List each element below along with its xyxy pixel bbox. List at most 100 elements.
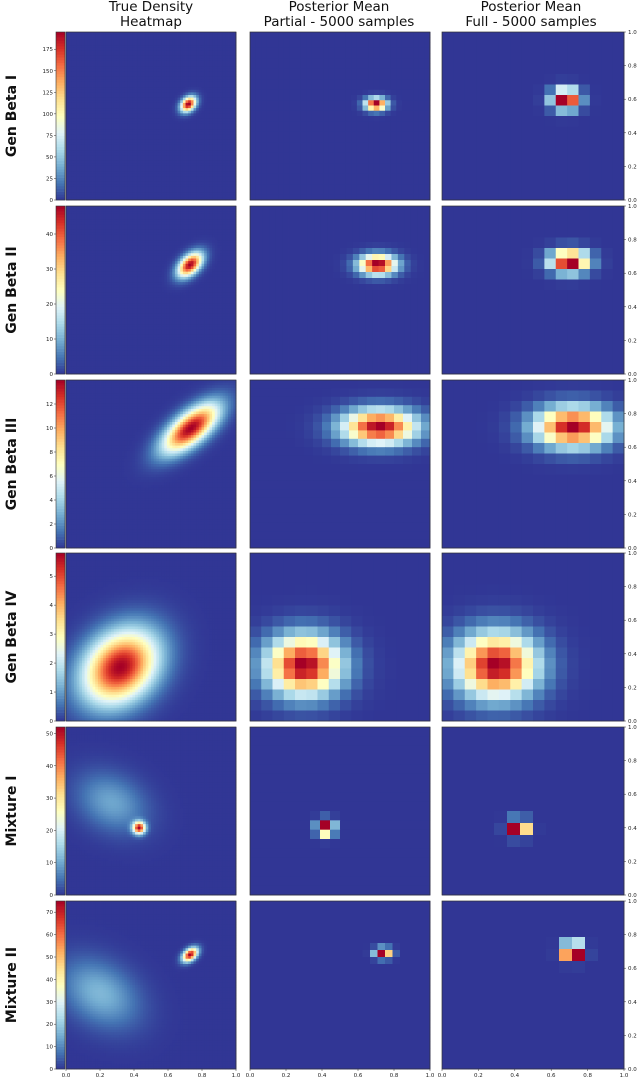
heatmap-cell	[278, 53, 285, 59]
heatmap-cell	[206, 84, 210, 88]
heatmap-cell	[164, 37, 168, 41]
heatmap-cell	[182, 97, 186, 101]
heatmap-cell	[68, 100, 72, 104]
heatmap-cell	[418, 32, 425, 38]
heatmap-cell	[89, 186, 93, 190]
heatmap-cell	[151, 186, 155, 190]
heatmap-cell	[119, 150, 123, 154]
heatmap-cell	[119, 144, 123, 148]
heatmap-cell	[113, 152, 117, 156]
heatmap-cell	[266, 110, 273, 117]
heatmap-cell	[68, 79, 72, 83]
heatmap-cell	[228, 179, 232, 183]
heatmap-cell	[220, 42, 224, 46]
heatmap-cell	[158, 186, 163, 190]
heatmap-cell	[413, 53, 420, 59]
heatmap-cell	[198, 150, 202, 154]
heatmap-cell	[214, 152, 218, 156]
heatmap-cell	[204, 139, 208, 143]
heatmap-cell	[153, 66, 157, 70]
heatmap-cell	[306, 100, 313, 106]
heatmap-cell	[185, 100, 189, 104]
heatmap-cell	[188, 74, 192, 78]
heatmap-cell	[169, 147, 173, 151]
heatmap-cell	[87, 42, 91, 46]
heatmap-cell	[368, 74, 375, 80]
heatmap-cell	[295, 89, 302, 96]
heatmap-cell	[169, 100, 173, 104]
heatmap-cell	[145, 144, 149, 148]
heatmap-cell	[328, 89, 335, 96]
heatmap-cell	[317, 147, 324, 154]
heatmap-cell	[172, 63, 176, 67]
heatmap-cell	[166, 181, 170, 185]
heatmap-cell	[390, 68, 397, 75]
heatmap-cell	[121, 186, 125, 190]
heatmap-cell	[89, 32, 93, 36]
heatmap-cell	[127, 118, 131, 122]
heatmap-cell	[311, 142, 318, 148]
heatmap-cell	[108, 194, 112, 198]
heatmap-cell	[185, 158, 189, 162]
heatmap-cell	[124, 100, 128, 104]
heatmap-cell	[230, 118, 234, 122]
heatmap-cell	[193, 42, 197, 46]
heatmap-cell	[121, 95, 125, 99]
heatmap-cell	[97, 108, 101, 112]
heatmap-cell	[172, 87, 176, 91]
heatmap-cell	[105, 116, 109, 120]
heatmap-cell	[174, 137, 178, 141]
heatmap-cell	[206, 50, 210, 54]
heatmap-cell	[132, 76, 136, 80]
heatmap-cell	[396, 32, 403, 38]
heatmap-cell	[222, 55, 226, 59]
heatmap-cell	[351, 89, 358, 96]
heatmap-cell	[172, 137, 176, 141]
heatmap-cell	[185, 110, 189, 114]
heatmap-cell	[225, 152, 229, 156]
heatmap-cell	[334, 137, 341, 143]
heatmap-cell	[158, 123, 163, 127]
heatmap-cell	[206, 126, 210, 130]
heatmap-cell	[161, 168, 165, 172]
heatmap-cell	[145, 39, 149, 43]
heatmap-cell	[89, 123, 93, 127]
heatmap-cell	[182, 89, 186, 93]
heatmap-cell	[390, 63, 397, 70]
heatmap-cell	[204, 45, 208, 49]
heatmap-cell	[228, 105, 232, 109]
colorbar-segment	[56, 169, 65, 173]
heatmap-cell	[230, 87, 234, 91]
heatmap-cell	[153, 121, 157, 125]
heatmap-cell	[84, 131, 88, 135]
heatmap-cell	[66, 79, 70, 83]
heatmap-cell	[135, 142, 139, 146]
heatmap-cell	[119, 131, 123, 135]
heatmap-cell	[135, 55, 139, 59]
heatmap-cell	[174, 34, 178, 38]
heatmap-cell	[196, 137, 200, 141]
heatmap-cell	[225, 194, 229, 198]
heatmap-cell	[379, 58, 386, 64]
heatmap-cell	[111, 155, 115, 159]
heatmap-cell	[174, 126, 178, 130]
heatmap-cell	[108, 60, 112, 64]
heatmap-cell	[201, 45, 205, 49]
heatmap-cell	[177, 158, 181, 162]
heatmap-cell	[156, 32, 160, 36]
heatmap-cell	[266, 105, 273, 112]
heatmap-cell	[198, 173, 202, 177]
heatmap-cell	[143, 179, 147, 183]
heatmap-cell	[212, 126, 216, 130]
heatmap-cell	[182, 81, 186, 85]
heatmap-cell	[190, 55, 194, 59]
heatmap-cell	[212, 58, 216, 62]
heatmap-cell	[250, 37, 257, 43]
heatmap-cell	[129, 55, 133, 59]
heatmap-cell	[132, 116, 136, 120]
heatmap-cell	[97, 50, 101, 54]
heatmap-cell	[177, 100, 181, 104]
heatmap-cell	[119, 184, 123, 188]
heatmap-cell	[169, 131, 173, 135]
heatmap-cell	[95, 181, 99, 185]
